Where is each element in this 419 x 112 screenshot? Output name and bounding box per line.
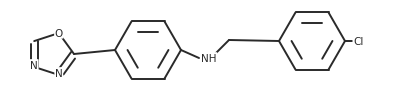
Text: N: N <box>30 60 38 70</box>
Text: NH: NH <box>201 54 217 63</box>
Text: N: N <box>55 68 63 78</box>
Text: O: O <box>54 29 63 39</box>
Text: Cl: Cl <box>353 37 363 47</box>
